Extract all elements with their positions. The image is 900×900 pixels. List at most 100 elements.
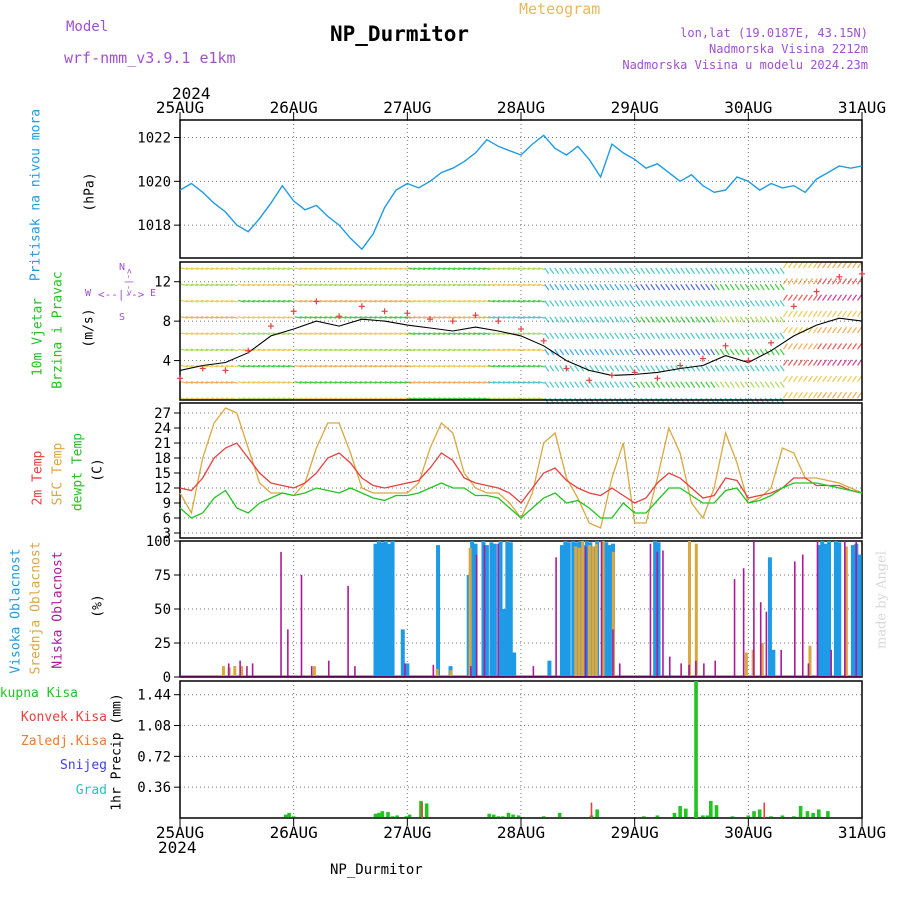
- high-cloud-bar: [653, 541, 658, 676]
- clouds-ytick-label: 100: [146, 534, 171, 550]
- x-tick-label-top: 31AUG: [838, 98, 886, 117]
- high-cloud-bar: [771, 649, 776, 676]
- high-cloud-bar: [823, 543, 828, 676]
- high-cloud-bar: [850, 545, 855, 676]
- precip-bar: [386, 812, 390, 818]
- high-cloud-bar: [473, 543, 478, 676]
- clouds-ytick-label: 75: [154, 568, 171, 584]
- precip-bar: [395, 815, 399, 818]
- precip-bar: [752, 811, 756, 818]
- high-cloud-bar: [484, 545, 489, 676]
- coords-label: lon,lat (19.0187E, 43.15N): [680, 26, 868, 40]
- x-tick-label-bottom: 26AUG: [270, 823, 318, 842]
- wind-gust-markers: [177, 270, 865, 384]
- high-cloud-bar: [827, 541, 832, 676]
- high-cloud-bar: [373, 543, 378, 676]
- mid-cloud-bar: [611, 551, 615, 676]
- x-tick-label-bottom: 25AUG: [156, 823, 204, 842]
- compass-cross-h: <--|-->: [98, 288, 145, 301]
- high-cloud-bar: [387, 543, 392, 676]
- low-cloud-bar: [432, 664, 435, 676]
- temperature-ytick-label: 9: [163, 496, 171, 512]
- low-cloud-bar: [354, 666, 356, 676]
- pressure-ytick-label: 1022: [137, 131, 171, 147]
- low-cloud-bar: [695, 660, 697, 676]
- low-cloud-bar: [765, 611, 768, 676]
- high-cloud-bar: [498, 541, 503, 676]
- temp2m-line: [179, 442, 863, 504]
- precip-bar: [496, 816, 501, 818]
- compass-s: S: [119, 312, 126, 323]
- low-cloud-bar: [470, 666, 472, 676]
- precipitation-panel: 0.36 0.72 1.08 1.44: [137, 680, 863, 819]
- low-cloud-bar: [584, 546, 587, 676]
- wind-frame: [179, 261, 863, 401]
- high-cloud-bar: [505, 541, 510, 676]
- high-cloud-bar: [380, 542, 385, 676]
- low-cloud-bar: [649, 543, 652, 676]
- high-cloud-bar: [492, 543, 497, 676]
- precip-conv-bar: [590, 802, 593, 818]
- high-cloud-bar: [584, 541, 589, 676]
- x-tick-label-top: 29AUG: [611, 98, 659, 117]
- legend-snow: Snijeg: [60, 758, 107, 773]
- precip-bar: [655, 815, 660, 818]
- low-cloud-bar: [680, 663, 682, 676]
- legend-total-rain: Ukupna Kisa: [0, 686, 78, 701]
- low-cloud-bar: [483, 545, 486, 676]
- low-cloud-bar: [668, 656, 671, 676]
- high-cloud-bar: [501, 609, 506, 676]
- precip-bar: [678, 806, 682, 818]
- mid-cloud-bar: [808, 645, 812, 676]
- precip-conv-bar: [421, 802, 423, 818]
- x-tick-label-bottom: 30AUG: [724, 823, 772, 842]
- mid-cloud-bar: [844, 546, 848, 676]
- high-cloud-bar: [405, 663, 410, 676]
- low-cloud-bar: [239, 660, 241, 676]
- precipitation-ytick-label: 1.44: [137, 688, 171, 704]
- temperature-ytick-label: 27: [154, 406, 171, 422]
- x-tick-label-top: 27AUG: [383, 98, 431, 117]
- precip-bar: [714, 805, 719, 818]
- clouds-ytick-label: 25: [154, 636, 171, 652]
- high-cloud-bar: [489, 542, 494, 676]
- high-cloud-bar: [383, 541, 388, 676]
- high-cloud-bar: [470, 541, 475, 676]
- precip-bar: [709, 800, 713, 818]
- precip-bar: [805, 811, 810, 818]
- precip-bar: [826, 811, 830, 818]
- mid-cloud-bar: [574, 546, 578, 676]
- mid-cloud-bar: [591, 546, 595, 676]
- precip-bar: [373, 813, 378, 818]
- precip-bar: [746, 815, 751, 818]
- low-cloud-bar: [801, 554, 804, 676]
- mid-cloud-bar: [744, 652, 748, 676]
- precip-bar: [672, 812, 677, 818]
- mid-cloud-bar: [449, 670, 453, 676]
- low-cloud-bar: [600, 541, 603, 676]
- precip-bar: [798, 806, 803, 818]
- low-cloud-bar: [555, 557, 557, 676]
- low-cloud-bar: [742, 568, 745, 676]
- low-cloud-bar: [753, 541, 755, 676]
- legend-hail: Grad: [75, 783, 107, 798]
- mid-cloud-bar: [577, 547, 581, 676]
- x-tick-label-bottom: 27AUG: [383, 823, 431, 842]
- high-cloud-bar: [563, 541, 568, 676]
- precip-bar: [419, 800, 423, 818]
- high-cloud-bar: [390, 541, 395, 676]
- x-tick-label-bottom: 31AUG: [838, 823, 886, 842]
- temperature-ytick-label: 3: [163, 526, 171, 542]
- model-name: wrf-nmm_v3.9.1 e1km: [64, 49, 236, 67]
- low-cloud-bar: [830, 649, 832, 676]
- wind-vector-field: [180, 261, 863, 405]
- high-cloud-bar: [767, 557, 772, 676]
- high-cloud-bar: [816, 545, 821, 676]
- precip-bar: [817, 809, 821, 818]
- legend-frozen-rain: Zaledj.Kisa: [20, 734, 107, 749]
- temperature-frame: [179, 402, 863, 539]
- wind-ytick-label: 4: [163, 354, 171, 370]
- mid-cloud-bar: [694, 543, 698, 676]
- precip-bar: [511, 814, 515, 818]
